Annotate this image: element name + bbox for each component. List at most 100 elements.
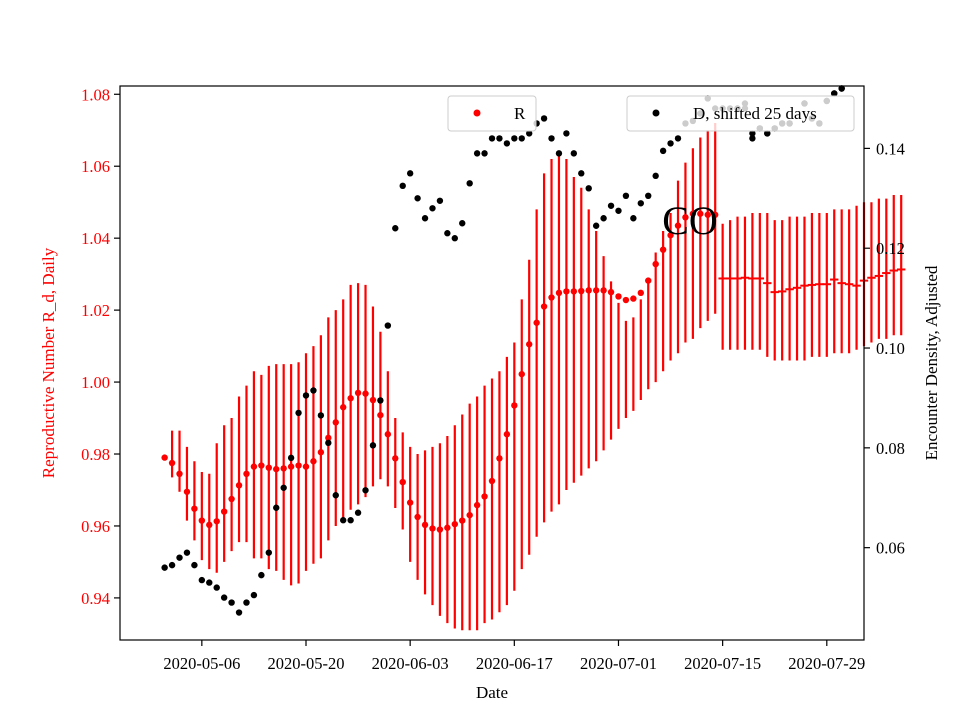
x-tick-label: 2020-06-03 [372, 654, 449, 673]
d-point [310, 387, 317, 394]
x-tick-label: 2020-07-29 [788, 654, 865, 673]
d-point [667, 140, 674, 147]
r-point [220, 508, 228, 515]
r-point [615, 293, 622, 300]
r-point [332, 419, 339, 426]
legend-d-label: D, shifted 25 days [693, 104, 817, 123]
r-point [600, 287, 607, 294]
d-point [332, 492, 339, 499]
r-point [585, 287, 592, 294]
d-point [228, 599, 235, 606]
d-point [414, 195, 421, 202]
d-point [511, 135, 518, 142]
d-point [265, 549, 272, 556]
r-point [310, 458, 317, 465]
y-tick-left-label: 0.94 [81, 589, 110, 608]
d-point [198, 576, 206, 584]
d-point [295, 409, 302, 417]
d-point [235, 609, 243, 616]
d-point [652, 172, 659, 180]
r-point [191, 505, 198, 512]
x-tick-label: 2020-06-17 [476, 654, 553, 673]
r-point [503, 431, 511, 438]
r-point [228, 495, 235, 503]
d-point [548, 135, 555, 142]
r-point [414, 513, 421, 521]
d-point [622, 192, 630, 200]
legend-r-marker [473, 109, 481, 117]
y-tick-right-label: 0.08 [876, 439, 905, 458]
plot-frame [119, 85, 865, 641]
y-axis-left: 0.94 0.96 0.98 1.00 1.02 1.04 1.06 1.08 [81, 85, 120, 608]
r-point [540, 303, 548, 310]
x-axis: 2020-05-06 2020-05-20 2020-06-03 2020-06-17… [163, 640, 865, 673]
d-point [592, 222, 600, 229]
r-point [459, 517, 466, 524]
d-point [645, 192, 652, 200]
r-point [592, 287, 600, 294]
legend-d-marker [652, 109, 660, 117]
d-point [206, 579, 213, 586]
d-point [406, 170, 414, 177]
r-point [176, 470, 183, 477]
r-point [198, 517, 206, 524]
r-point [473, 501, 481, 509]
r-errorbars [170, 123, 717, 631]
legend-r-label: R [514, 104, 526, 123]
y-axis-right: 0.06 0.08 0.10 0.12 0.14 [864, 139, 905, 558]
d-point [161, 564, 168, 571]
d-point [176, 554, 183, 561]
r-point [659, 246, 667, 253]
d-point [384, 322, 392, 329]
r-point [674, 222, 682, 229]
r-point [161, 454, 168, 461]
d-point [607, 202, 615, 209]
d-point [399, 182, 406, 190]
r-tail-errorbars [718, 195, 906, 361]
legend-r-box [447, 95, 537, 132]
r-point [265, 464, 272, 471]
r-point [235, 482, 243, 489]
d-point [473, 150, 481, 157]
legend-d: D, shifted 25 days [626, 95, 855, 132]
d-point [451, 235, 458, 242]
d-point [659, 147, 667, 155]
r-point [347, 395, 354, 402]
d-point [213, 584, 220, 591]
r-point [578, 287, 585, 295]
y-tick-left-label: 0.96 [81, 517, 110, 536]
d-point [600, 215, 607, 222]
legend-d-box [626, 95, 855, 132]
d-point [243, 599, 250, 606]
y-tick-right-label: 0.14 [876, 139, 905, 158]
r-point [392, 455, 399, 462]
d-point [317, 412, 325, 419]
d-point [674, 135, 682, 142]
r-point [183, 488, 191, 495]
chart-annotation: CO [662, 198, 718, 243]
r-point [362, 390, 369, 397]
r-point [645, 277, 652, 284]
r-point [406, 499, 414, 506]
r-point [570, 288, 578, 295]
d-point [436, 197, 444, 204]
r-point [421, 521, 429, 529]
d-point [392, 225, 399, 232]
y-tick-left-label: 1.00 [81, 373, 110, 392]
r-point [280, 465, 287, 472]
r-point [637, 289, 644, 297]
r-point [496, 455, 503, 462]
d-point [340, 517, 347, 524]
r-point [689, 210, 697, 217]
d-point [518, 135, 525, 142]
d-point [168, 561, 176, 569]
x-tick-label: 2020-07-01 [580, 654, 657, 673]
r-point [607, 288, 615, 296]
d-point [503, 140, 511, 147]
r-point [518, 370, 525, 378]
y-tick-right-label: 0.12 [876, 239, 905, 258]
d-point [637, 200, 644, 207]
d-point [258, 571, 265, 579]
r-point [444, 524, 451, 531]
r-point [168, 459, 176, 467]
